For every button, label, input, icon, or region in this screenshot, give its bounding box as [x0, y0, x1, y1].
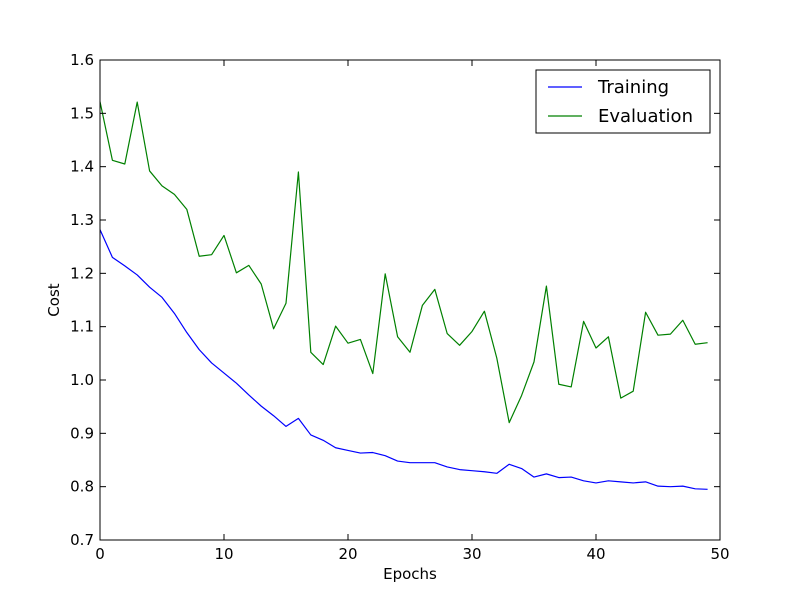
- y-tick-label: 1.5: [70, 104, 94, 122]
- y-tick-label: 1.3: [70, 211, 94, 229]
- y-tick-label: 0.9: [70, 424, 94, 442]
- x-tick-label: 50: [710, 545, 729, 563]
- x-tick-label: 20: [338, 545, 357, 563]
- legend-label-training: Training: [597, 77, 669, 98]
- y-tick-label: 1.1: [70, 318, 94, 336]
- y-tick-label: 0.7: [70, 531, 94, 549]
- plot-marks: [99, 101, 708, 490]
- x-tick-label: 40: [586, 545, 605, 563]
- x-axis-label: Epochs: [383, 565, 437, 583]
- legend-label-evaluation: Evaluation: [598, 106, 693, 127]
- y-tick-label: 0.8: [70, 478, 94, 496]
- legend-frame: [535, 69, 711, 134]
- y-tick-label: 1.2: [70, 264, 94, 282]
- y-axis-label: Cost: [45, 283, 63, 316]
- legend: Training Evaluation: [535, 69, 711, 134]
- y-tick-label: 1.6: [70, 51, 94, 69]
- axis-ticks: 0 10 20 30 40 50 0.7 0.8 0.9 1.0 1.1 1.2 1.3 1.4 1.5 1.…: [70, 51, 729, 563]
- series-line-training: [99, 229, 708, 490]
- x-tick-label: 30: [462, 545, 481, 563]
- x-tick-label: 10: [214, 545, 233, 563]
- y-tick-label: 1.4: [70, 158, 94, 176]
- series-line-evaluation: [99, 101, 708, 424]
- y-tick-label: 1.0: [70, 371, 94, 389]
- x-tick-label: 0: [95, 545, 105, 563]
- plot-area-frame: [99, 59, 721, 541]
